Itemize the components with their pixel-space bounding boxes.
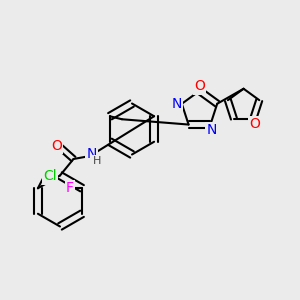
Text: N: N <box>207 123 217 137</box>
Text: N: N <box>171 97 182 111</box>
Text: Cl: Cl <box>43 169 57 183</box>
Text: F: F <box>66 181 74 195</box>
Text: N: N <box>86 148 97 161</box>
Text: H: H <box>93 156 102 167</box>
Text: O: O <box>249 117 260 131</box>
Text: O: O <box>51 139 62 152</box>
Text: O: O <box>194 80 205 93</box>
